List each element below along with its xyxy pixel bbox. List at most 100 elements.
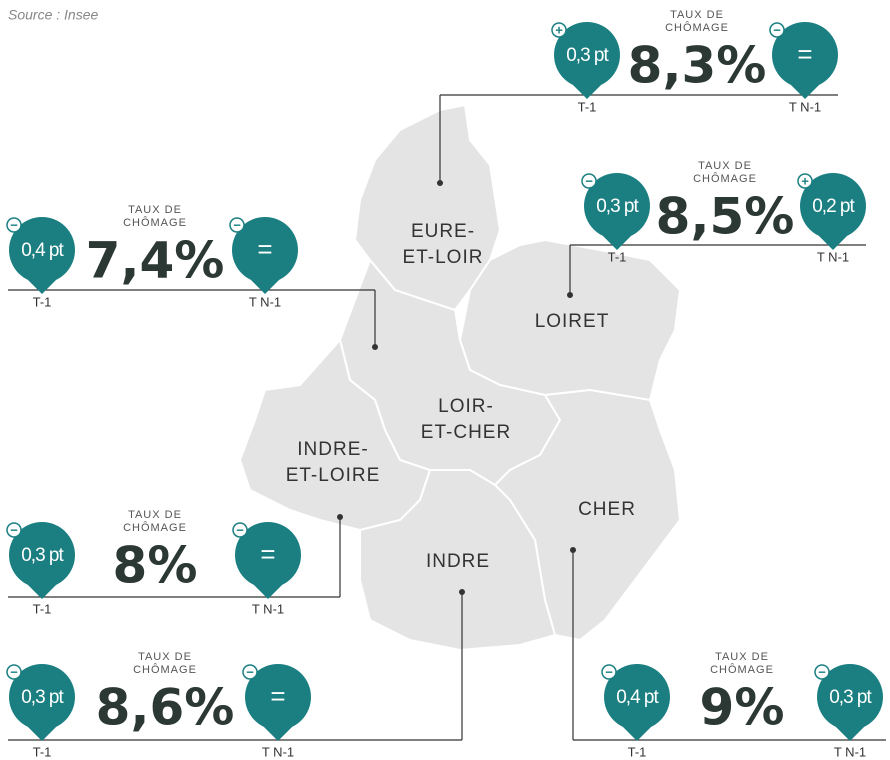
rate-title: CHÔMAGE bbox=[133, 663, 197, 676]
sign-icon bbox=[229, 217, 245, 233]
badge bbox=[554, 22, 620, 88]
t1-label: T-1 bbox=[33, 601, 52, 616]
sign: − bbox=[10, 522, 18, 537]
rate: 8% bbox=[113, 537, 198, 595]
sign-icon bbox=[232, 522, 248, 538]
rate: 9% bbox=[700, 679, 785, 737]
badge bbox=[572, 84, 602, 99]
rate: 8,6% bbox=[96, 679, 235, 737]
badge bbox=[9, 664, 75, 730]
rate-title: CHÔMAGE bbox=[710, 663, 774, 676]
badge bbox=[584, 173, 650, 239]
department-name: INDRE- bbox=[297, 439, 368, 460]
badge bbox=[235, 522, 301, 588]
rate-title: TAUX DE bbox=[715, 651, 769, 663]
badge-value: = bbox=[270, 681, 285, 711]
sign: − bbox=[10, 217, 18, 232]
badge bbox=[27, 279, 57, 294]
leader-dot bbox=[437, 180, 443, 186]
rate: 7,4% bbox=[86, 232, 225, 290]
rate-title: TAUX DE bbox=[698, 160, 752, 172]
badge bbox=[245, 664, 311, 730]
rate-title: CHÔMAGE bbox=[693, 172, 757, 185]
badge bbox=[263, 726, 293, 741]
leader-dot bbox=[459, 589, 465, 595]
badge bbox=[27, 584, 57, 599]
sign: − bbox=[233, 217, 241, 232]
sign-icon bbox=[814, 664, 830, 680]
sign-icon bbox=[601, 664, 617, 680]
tn1-label: T N-1 bbox=[817, 249, 849, 264]
badge bbox=[622, 726, 652, 741]
rate-title: TAUX DE bbox=[138, 651, 192, 663]
badge-value: 0,3 pt bbox=[596, 196, 639, 217]
tn1-label: T N-1 bbox=[262, 744, 294, 759]
badge bbox=[27, 726, 57, 741]
sign: − bbox=[605, 664, 613, 679]
rate-title: CHÔMAGE bbox=[665, 21, 729, 34]
badge bbox=[602, 235, 632, 250]
badge-value: 0,2 pt bbox=[812, 196, 855, 217]
rate-title: CHÔMAGE bbox=[123, 521, 187, 534]
rate-title: TAUX DE bbox=[128, 204, 182, 216]
sign: − bbox=[585, 173, 593, 188]
badge bbox=[232, 217, 298, 283]
leader-dot bbox=[372, 344, 378, 350]
badge-value: = bbox=[257, 234, 272, 264]
badge-value: 0,3 pt bbox=[21, 545, 64, 566]
sign-icon bbox=[797, 173, 813, 189]
department-name: EURE- bbox=[411, 221, 475, 242]
badge-value: 0,4 pt bbox=[616, 687, 659, 708]
badge-value: 0,3 pt bbox=[21, 687, 64, 708]
source: Source : Insee bbox=[8, 7, 98, 23]
department-name: LOIR- bbox=[438, 396, 494, 417]
badge bbox=[9, 217, 75, 283]
sign-icon bbox=[551, 22, 567, 38]
badge-value: 0,3 pt bbox=[829, 687, 872, 708]
badge-value: 0,3 pt bbox=[566, 45, 609, 66]
leader-dot bbox=[567, 292, 573, 298]
sign-icon bbox=[6, 217, 22, 233]
department-name: LOIRET bbox=[535, 311, 610, 332]
department-name: ET-LOIRE bbox=[286, 465, 381, 486]
badge-value: = bbox=[797, 39, 812, 69]
sign-icon bbox=[242, 664, 258, 680]
badge bbox=[800, 173, 866, 239]
badge bbox=[818, 235, 848, 250]
tn1-label: T N-1 bbox=[252, 601, 284, 616]
map bbox=[238, 103, 682, 652]
badge bbox=[817, 664, 883, 730]
rate-title: CHÔMAGE bbox=[123, 216, 187, 229]
leader-dot bbox=[570, 547, 576, 553]
badge-value: 0,4 pt bbox=[21, 240, 64, 261]
department-name: INDRE bbox=[426, 551, 490, 572]
rate: 8,3% bbox=[628, 37, 767, 95]
badge bbox=[604, 664, 670, 730]
department-name: ET-LOIR bbox=[403, 247, 484, 268]
t1-label: T-1 bbox=[628, 744, 647, 759]
badge bbox=[772, 22, 838, 88]
tn1-label: T N-1 bbox=[249, 294, 281, 309]
sign: − bbox=[773, 22, 781, 37]
leader-dot bbox=[337, 514, 343, 520]
rate: 8,5% bbox=[656, 188, 795, 246]
rate-title: TAUX DE bbox=[670, 9, 724, 21]
sign-icon bbox=[6, 664, 22, 680]
sign-icon bbox=[769, 22, 785, 38]
badge bbox=[253, 584, 283, 599]
t1-label: T-1 bbox=[578, 99, 597, 114]
t1-label: T-1 bbox=[608, 249, 627, 264]
sign-icon bbox=[581, 173, 597, 189]
tn1-label: T N-1 bbox=[789, 99, 821, 114]
sign: − bbox=[246, 664, 254, 679]
t1-label: T-1 bbox=[33, 294, 52, 309]
sign: + bbox=[555, 22, 563, 37]
badge-value: = bbox=[260, 539, 275, 569]
tn1-label: T N-1 bbox=[834, 744, 866, 759]
badge bbox=[9, 522, 75, 588]
sign: − bbox=[10, 664, 18, 679]
department-name: ET-CHER bbox=[421, 422, 511, 443]
t1-label: T-1 bbox=[33, 744, 52, 759]
sign: − bbox=[818, 664, 826, 679]
